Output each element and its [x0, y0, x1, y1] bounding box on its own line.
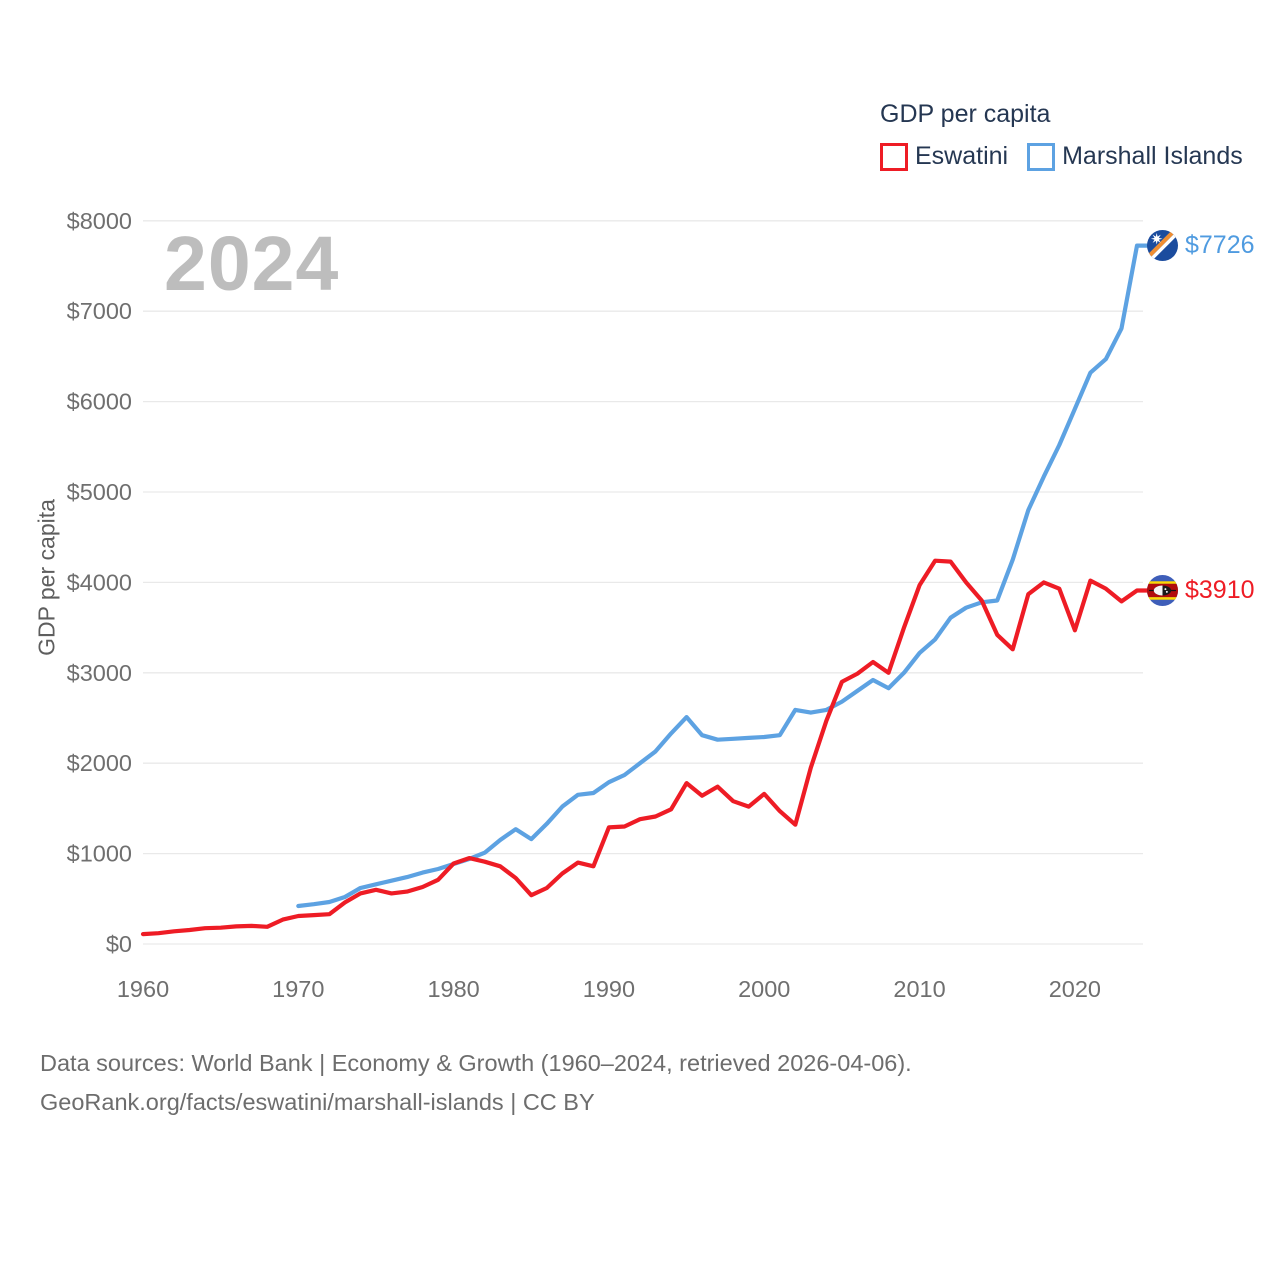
eswatini-swatch-icon	[880, 142, 908, 171]
y-tick-label: $5000	[67, 479, 132, 505]
marshall-islands-flag-icon	[1147, 230, 1178, 262]
y-tick-label: $6000	[67, 389, 132, 415]
x-tick-label: 1960	[117, 976, 169, 1002]
y-tick-label: $8000	[67, 208, 132, 234]
x-tick-label: 2020	[1049, 976, 1101, 1002]
legend-title: GDP per capita	[880, 100, 1051, 128]
marshall-islands-line	[296, 243, 1152, 909]
eswatini-flag-icon	[1147, 575, 1178, 607]
y-tick-label: $1000	[67, 841, 132, 867]
legend: GDP per capita Eswatini Marshall Islands	[880, 100, 1243, 171]
series-end-label-marshall-islands: $7726	[1147, 230, 1255, 262]
marshall-islands-end-value: $7726	[1185, 231, 1255, 260]
x-tick-label: 2000	[738, 976, 790, 1002]
data-sources-line: Data sources: World Bank | Economy & Gro…	[40, 1050, 912, 1076]
year-watermark: 2024	[164, 221, 340, 307]
eswatini-line	[140, 558, 1152, 937]
x-tick-label: 1990	[583, 976, 635, 1002]
y-tick-label: $7000	[67, 298, 132, 324]
chart-canvas: $0 $1000 $2000 $3000 $4000 $5000 $6000 $7000 $80…	[67, 208, 1152, 1002]
y-tick-label: $0	[106, 931, 132, 957]
legend-item-eswatini: Eswatini	[880, 142, 1008, 171]
y-tick-label: $4000	[67, 569, 132, 595]
legend-item-label: Eswatini	[915, 142, 1009, 170]
y-tick-label: $3000	[67, 660, 132, 686]
x-tick-label: 1970	[272, 976, 324, 1002]
x-tick-label: 1980	[427, 976, 479, 1002]
x-tick-label: 2010	[893, 976, 945, 1002]
y-tick-label: $2000	[67, 750, 132, 776]
eswatini-end-value: $3910	[1185, 576, 1255, 605]
legend-item-marshall-islands: Marshall Islands	[1027, 142, 1243, 171]
legend-items: Eswatini Marshall Islands	[880, 142, 1243, 171]
footer: Data sources: World Bank | Economy & Gro…	[40, 1044, 912, 1122]
legend-item-label: Marshall Islands	[1062, 142, 1243, 170]
attribution-line: GeoRank.org/facts/eswatini/marshall-isla…	[40, 1089, 595, 1115]
series-end-label-eswatini: $3910	[1147, 575, 1255, 607]
marshall-islands-swatch-icon	[1027, 142, 1056, 171]
